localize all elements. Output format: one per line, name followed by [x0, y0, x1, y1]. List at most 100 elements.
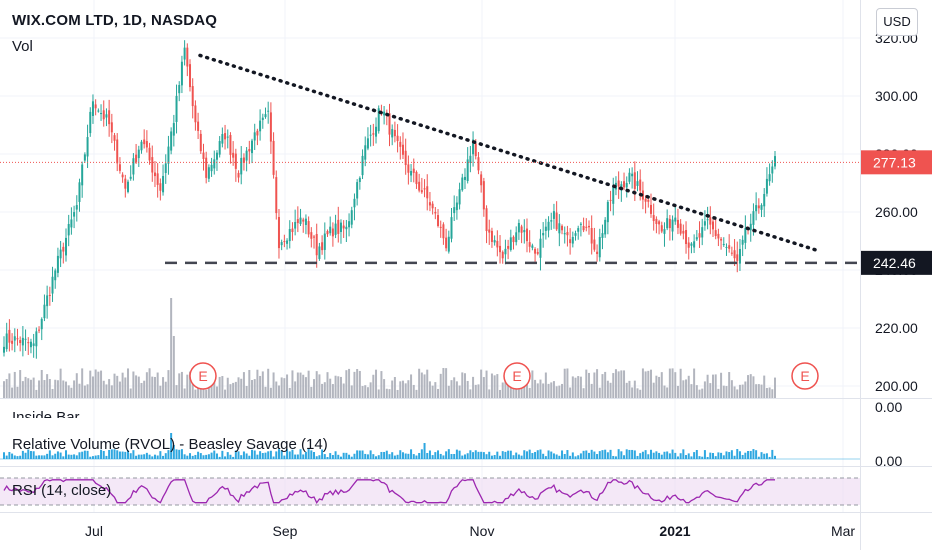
volume-bar [189, 371, 192, 398]
candle-body [652, 215, 655, 222]
candle-body [356, 182, 359, 199]
volume-bar [628, 380, 631, 398]
rvol-bar [59, 452, 62, 459]
volume-bar [162, 377, 165, 398]
volume-bar [8, 373, 11, 398]
volume-bar [730, 380, 733, 398]
volume-bar [428, 381, 431, 398]
candle-body [722, 243, 725, 245]
volume-bar [59, 368, 62, 398]
rvol-bar [304, 451, 307, 459]
rvol-bar [251, 449, 254, 459]
rvol-bar [447, 449, 450, 459]
rvol-bar [423, 443, 426, 459]
rvol-bar [213, 450, 216, 459]
rvol-bar [606, 452, 609, 459]
rvol-bar [350, 456, 353, 459]
volume-bar [728, 372, 731, 398]
rvol-bar [676, 456, 679, 459]
volume-bar [207, 387, 210, 398]
rvol-bar [714, 456, 717, 459]
rvol-bar [78, 452, 81, 459]
volume-bar [534, 379, 537, 398]
rvol-bar [585, 450, 588, 459]
candle-body [8, 329, 11, 343]
rvol-bar [539, 449, 542, 459]
volume-bar [170, 298, 173, 398]
candle-body [170, 131, 173, 151]
candle-body [593, 239, 596, 250]
rvol-bar [372, 454, 375, 459]
candle-body [259, 120, 262, 132]
volume-bar [625, 382, 628, 398]
candle-body [717, 233, 720, 239]
volume-bar [286, 374, 289, 398]
candle-body [585, 226, 588, 228]
rvol-bar [658, 452, 661, 459]
candle-body [127, 181, 130, 192]
volume-bar [205, 389, 208, 398]
rvol-bar [461, 455, 464, 459]
volume-bar [558, 385, 561, 398]
currency-button[interactable]: USD [876, 8, 918, 36]
volume-bar [641, 368, 644, 398]
candle-body [407, 164, 410, 173]
candle-body [280, 242, 283, 246]
last-price-tag-bg [861, 150, 932, 175]
volume-bar [331, 384, 334, 398]
rvol-bar [267, 451, 270, 459]
candle-body [590, 228, 593, 244]
candle-body [5, 333, 8, 350]
volume-bar [110, 385, 113, 398]
volume-bar [472, 376, 475, 398]
rvol-bar [19, 455, 22, 459]
volume-bar [703, 381, 706, 398]
candle-body [218, 141, 221, 155]
candle-body [668, 218, 671, 229]
volume-bar [609, 382, 612, 398]
rvol-bar [525, 451, 528, 459]
candle-body [48, 294, 51, 296]
candle-body [552, 211, 555, 219]
rvol-bar [135, 455, 138, 459]
candle-body [329, 226, 332, 234]
candle-body [472, 139, 475, 155]
volume-bar [358, 370, 361, 398]
rvol-bar [140, 454, 143, 459]
candle-body [277, 217, 280, 249]
candle-body [29, 341, 32, 348]
volume-bar [690, 384, 693, 398]
candle-body [428, 202, 431, 206]
candle-body [410, 170, 413, 176]
rvol-bar [86, 450, 89, 459]
rvol-bar [116, 450, 119, 459]
rvol-bar [755, 450, 758, 459]
rvol-bar [612, 455, 615, 459]
rvol-label: Relative Volume (RVOL) - Beasley Savage … [12, 436, 328, 453]
rvol-bar [391, 452, 394, 459]
volume-bar [579, 376, 582, 398]
volume-bar [124, 377, 127, 398]
rvol-bar [226, 452, 229, 459]
candle-body [172, 123, 175, 136]
rvol-bar [113, 449, 116, 459]
candle-body [302, 219, 305, 222]
earnings-marker-label: E [512, 368, 521, 384]
candle-body [272, 140, 275, 175]
candle-body [496, 240, 499, 248]
rvol-bar [644, 450, 647, 459]
volume-bar [256, 369, 259, 398]
volume-bar [482, 377, 485, 398]
rvol-bar [326, 456, 329, 459]
rvol-bar [361, 450, 364, 459]
rvol-bar [463, 454, 466, 459]
volume-bar [469, 389, 472, 398]
rvol-bar [334, 451, 337, 459]
volume-bar [304, 377, 307, 398]
rvol-bar [345, 452, 348, 459]
rvol-bar [733, 455, 736, 459]
rvol-bar [587, 452, 590, 459]
candle-body [666, 218, 669, 229]
rvol-bar [296, 454, 299, 459]
